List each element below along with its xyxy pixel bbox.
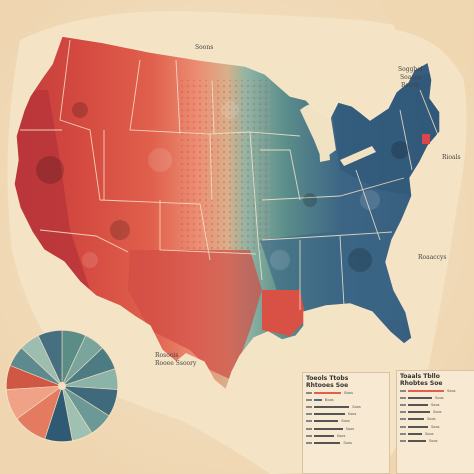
- label-east-mid: Rioals: [442, 154, 461, 161]
- pie-center: [58, 382, 66, 390]
- legend-right-title-2: Rhobtes Soe: [400, 380, 443, 387]
- legend-swatch: [306, 434, 312, 437]
- label-southwest-1: Rosoois: [155, 352, 179, 359]
- legend-swatch: [306, 405, 312, 408]
- legend-swatch: [306, 398, 312, 401]
- legend-bar: [408, 396, 432, 399]
- legend-row: Soos: [400, 394, 472, 401]
- label-north-central: Soons: [195, 44, 214, 51]
- legend-row-label: Soos: [433, 410, 442, 415]
- new-england-state: [414, 116, 420, 126]
- legend-right-title-1: Toaals Tbllo: [400, 373, 440, 380]
- legend-row: Soos: [306, 432, 386, 439]
- legend-swatch: [306, 427, 312, 430]
- legend-row-label: Soos: [425, 431, 434, 436]
- legend-bar: [314, 434, 334, 437]
- legend-swatch: [400, 418, 406, 421]
- legend-swatch: [400, 439, 406, 442]
- legend-right-rows: Soos Soos Soos Soos Soos Soos Soos Soos: [400, 387, 472, 445]
- legend-row-label: Soos: [336, 433, 346, 438]
- label-northeast-3: Rssob: [401, 82, 420, 89]
- legend-row: Soos: [306, 411, 386, 418]
- legend-row: Soos: [306, 418, 386, 425]
- legend-row: Boos: [306, 396, 386, 403]
- legend-swatch: [306, 420, 312, 423]
- louisiana-region: [262, 290, 306, 336]
- pie-outline: [5, 329, 119, 443]
- legend-row-label: Soos: [447, 388, 456, 393]
- legend-swatch: [400, 411, 406, 414]
- legend-bar: [314, 427, 343, 430]
- legend-row-label: Soos: [429, 438, 438, 443]
- legend-bar: [408, 425, 428, 428]
- legend-row-label: Soos: [352, 404, 361, 409]
- legend-row-label: Soos: [343, 440, 352, 445]
- legend-row-label: Soos: [341, 419, 350, 424]
- label-northeast-2: Soaacs: [400, 74, 422, 81]
- legend-left: Toeols Ttobs Rhtooes Soe Boos Boos Soos Soo…: [302, 372, 390, 474]
- legend-bar: [408, 403, 428, 406]
- legend-swatch: [400, 432, 406, 435]
- legend-left-rows: Boos Boos Soos Soos Soos Soos Soos Soos: [306, 389, 386, 447]
- legend-bar: [314, 420, 339, 423]
- legend-bar: [314, 413, 345, 416]
- legend-row: Soos: [306, 439, 386, 446]
- legend-row: Soos: [306, 403, 386, 410]
- legend-bar: [314, 405, 350, 408]
- texas-region: [128, 250, 262, 380]
- legend-row-label: Soos: [431, 424, 440, 429]
- legend-row-label: Boos: [324, 397, 334, 402]
- legend-bar: [314, 391, 342, 394]
- legend-row: Soos: [400, 387, 472, 394]
- legend-swatch: [400, 396, 406, 399]
- legend-bar: [408, 439, 426, 442]
- legend-left-title-2: Rhtooes Soe: [306, 382, 349, 389]
- legend-row-label: Soos: [347, 412, 357, 417]
- legend-bar: [408, 432, 422, 435]
- legend-swatch: [400, 389, 406, 392]
- legend-swatch: [306, 441, 312, 444]
- transition-dot-band: [180, 80, 270, 250]
- legend-right: Toaals Tbllo Rhobtes Soe Soos Soos Soos Soo…: [396, 370, 474, 474]
- legend-row: Soos: [400, 409, 472, 416]
- label-east-lower: Roaaccys: [418, 254, 447, 261]
- legend-row: Soos: [400, 423, 472, 430]
- county-mottling: [36, 102, 409, 272]
- legend-row-label: Soos: [431, 402, 440, 407]
- pie-chart: [5, 329, 119, 443]
- legend-swatch: [306, 391, 312, 394]
- legend-row-label: Soos: [435, 395, 444, 400]
- legend-row: Soos: [400, 437, 472, 444]
- legend-row-label: Soos: [427, 417, 436, 422]
- new-england-highlight: [422, 134, 430, 144]
- lake-erie: [340, 146, 376, 166]
- legend-bar: [408, 418, 424, 421]
- label-southwest-2: Rooee Ssoory: [155, 360, 197, 367]
- continent-edge-east: [380, 0, 474, 90]
- legend-row: Soos: [400, 401, 472, 408]
- county-highlights: [82, 101, 380, 270]
- legend-swatch: [306, 413, 312, 416]
- legend-bar: [408, 389, 444, 392]
- lake-michigan: [318, 118, 330, 162]
- legend-swatch: [400, 425, 406, 428]
- legend-row-label: Boos: [344, 390, 354, 395]
- legend-bar: [408, 411, 430, 414]
- legend-bar: [314, 398, 322, 401]
- legend-row-label: Soos: [345, 426, 355, 431]
- legend-row: Soos: [400, 430, 472, 437]
- state-borders: [20, 39, 440, 310]
- label-northeast-1: Soggbel: [398, 66, 423, 73]
- legend-left-title-1: Toeols Ttobs: [306, 375, 349, 382]
- legend-row: Soos: [400, 416, 472, 423]
- legend-bar: [314, 441, 341, 444]
- legend-swatch: [400, 403, 406, 406]
- legend-row: Soos: [306, 425, 386, 432]
- legend-row: Boos: [306, 389, 386, 396]
